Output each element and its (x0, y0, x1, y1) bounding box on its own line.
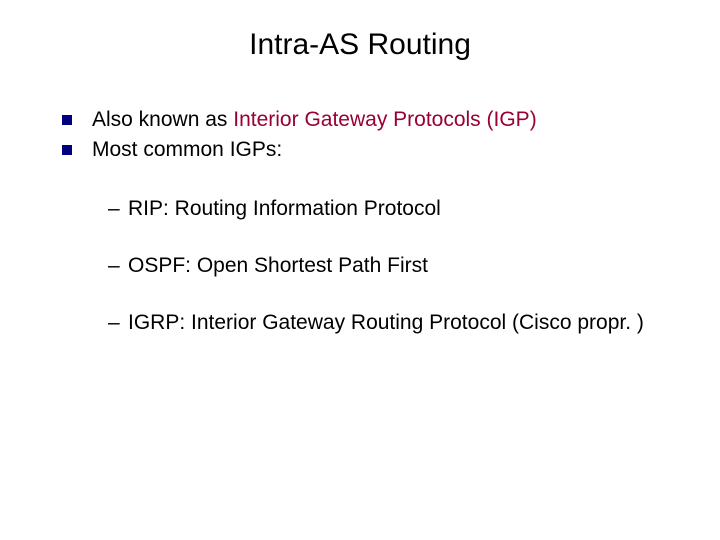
dash-bullet-icon: – (108, 252, 120, 279)
level2-item: – RIP: Routing Information Protocol (108, 195, 680, 222)
level2-item: – IGRP: Interior Gateway Routing Protoco… (108, 309, 680, 336)
level2-list: – RIP: Routing Information Protocol – OS… (40, 195, 680, 337)
level1-text-highlight: Interior Gateway Protocols (IGP) (233, 108, 536, 131)
level1-text-prefix: Most common IGPs: (92, 138, 282, 161)
level1-item: Also known as Interior Gateway Protocols… (62, 106, 680, 134)
slide: Intra-AS Routing Also known as Interior … (0, 0, 720, 540)
square-bullet-icon (62, 115, 72, 125)
dash-bullet-icon: – (108, 195, 120, 222)
level2-text: OSPF: Open Shortest Path First (128, 254, 428, 277)
level1-item: Most common IGPs: (62, 136, 680, 164)
square-bullet-icon (62, 145, 72, 155)
dash-bullet-icon: – (108, 309, 120, 336)
slide-title: Intra-AS Routing (40, 28, 680, 62)
level2-text: RIP: Routing Information Protocol (128, 197, 441, 220)
level2-item: – OSPF: Open Shortest Path First (108, 252, 680, 279)
level1-list: Also known as Interior Gateway Protocols… (40, 106, 680, 165)
level1-text-prefix: Also known as (92, 108, 233, 131)
level2-text: IGRP: Interior Gateway Routing Protocol … (128, 311, 644, 334)
